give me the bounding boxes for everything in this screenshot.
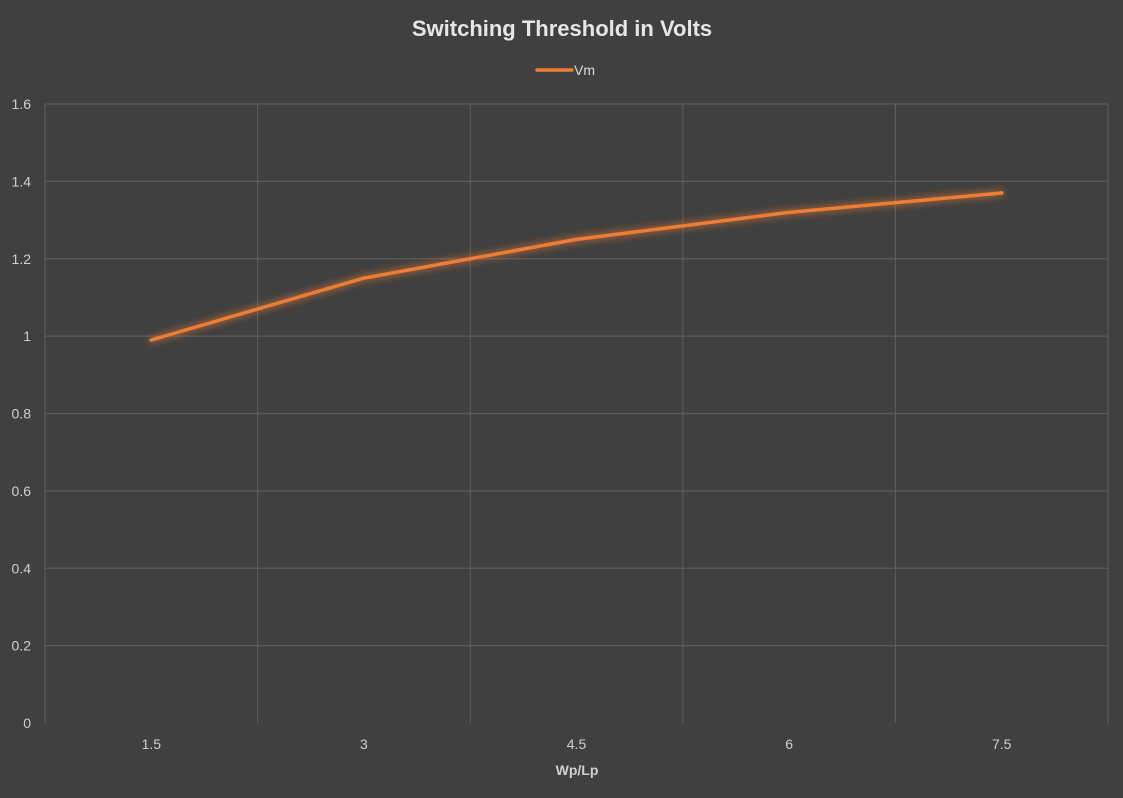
x-tick-label: 1.5	[142, 736, 162, 752]
series-layer	[149, 191, 1004, 342]
data-point	[999, 191, 1004, 195]
x-tick-label: 3	[360, 736, 368, 752]
x-axis-ticks: 1.5 3 4.5 6 7.5	[142, 736, 1012, 752]
x-tick-label: 4.5	[567, 736, 587, 752]
legend-label-vm: Vm	[574, 62, 595, 78]
data-point	[574, 237, 579, 242]
y-tick-label: 0.8	[12, 406, 32, 422]
x-axis-title: Wp/Lp	[556, 762, 599, 778]
y-tick-label: 0.6	[12, 483, 32, 499]
grid	[44, 103, 1109, 723]
legend: Vm	[535, 62, 595, 78]
y-axis-ticks: 0 0.2 0.4 0.6 0.8 1 1.2 1.4 1.6	[12, 96, 32, 731]
y-tick-label: 0.2	[12, 638, 32, 654]
y-tick-label: 1.4	[12, 173, 32, 189]
data-point	[362, 276, 366, 280]
x-tick-label: 7.5	[992, 736, 1012, 752]
series-line-vm	[149, 191, 1004, 342]
y-tick-label: 1	[23, 328, 31, 344]
y-tick-label: 1.6	[12, 96, 32, 112]
y-tick-label: 0.4	[12, 560, 32, 576]
y-tick-label: 1.2	[12, 251, 32, 267]
chart-title: Switching Threshold in Volts	[412, 16, 712, 41]
x-tick-label: 6	[785, 736, 793, 752]
data-point	[149, 338, 154, 342]
data-point	[787, 210, 791, 215]
y-tick-label: 0	[23, 715, 31, 731]
